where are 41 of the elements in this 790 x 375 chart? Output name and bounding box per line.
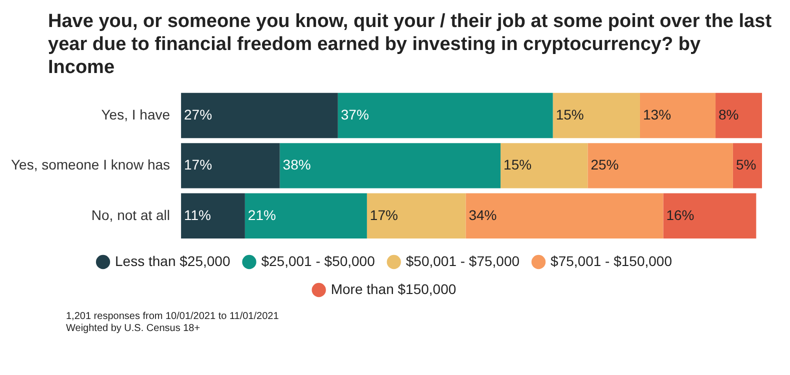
bar	[500, 143, 588, 188]
data-label: 16%	[666, 206, 694, 223]
data-label: 15%	[504, 156, 532, 173]
y-tick-label: No, not at all	[91, 206, 170, 223]
text: 1,201 responses from 10/01/2021 to 11/01/2021	[66, 311, 280, 323]
data-label: 15%	[556, 106, 584, 122]
data-label: 34%	[468, 206, 497, 223]
data-label: 5%	[736, 156, 756, 173]
y-tick-label: Yes, I have	[101, 106, 170, 122]
data-label: 25%	[590, 156, 619, 173]
bar	[181, 193, 245, 238]
data-label: 17%	[370, 206, 398, 223]
bar	[366, 193, 466, 238]
data-label: 13%	[642, 106, 672, 122]
data-label: 11%	[184, 206, 212, 223]
legend-label: $75,001 - $150,000	[550, 252, 672, 269]
data-label: 37%	[340, 106, 369, 122]
bar	[181, 92, 338, 138]
chart-title: Have you, or someone you know, quit your / their job at some point over the last year due to financial freedom earned by investing in cryptocurrency? by Income	[47, 10, 773, 79]
y-tick-label: Yes, someone I know has	[10, 156, 170, 173]
data-label: 27%	[184, 106, 212, 122]
data-label: 17%	[184, 156, 212, 173]
bar	[181, 143, 280, 188]
data-label: 8%	[718, 106, 739, 122]
legend-label: $25,001 - $50,000	[261, 252, 376, 269]
text: Weighted by U.S. Census 18+	[66, 323, 202, 335]
bar	[732, 143, 762, 188]
bar	[552, 92, 640, 138]
data-label: 21%	[248, 206, 276, 223]
legend-label: $50,001 - $75,000	[406, 252, 520, 269]
legend-label: More than $150,000	[330, 280, 456, 297]
bar	[663, 193, 756, 238]
bar	[466, 193, 664, 238]
bar	[640, 92, 716, 138]
bar	[716, 92, 762, 138]
bar	[244, 193, 367, 238]
legend-label: Less than $25,000	[115, 252, 230, 269]
bar	[338, 92, 553, 138]
data-label: 38%	[282, 156, 311, 173]
bar	[588, 143, 733, 188]
bar	[280, 143, 501, 188]
